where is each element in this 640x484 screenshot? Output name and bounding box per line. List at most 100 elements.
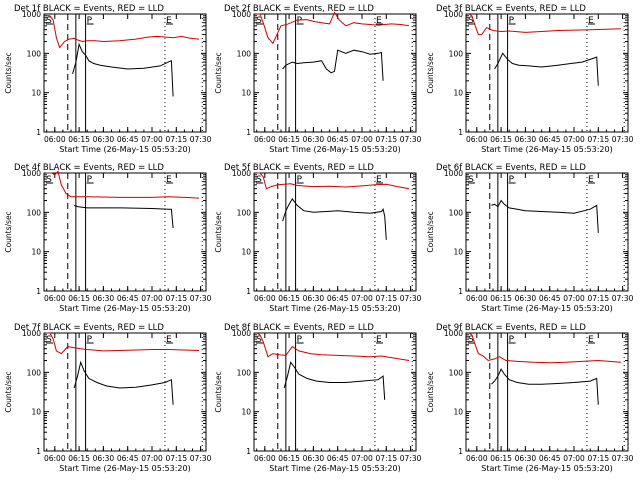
series-events-line <box>282 49 384 81</box>
x-tick-label: 06:00 <box>466 294 488 303</box>
chart-title: Det 7f BLACK = Events, RED = LLD <box>14 323 164 333</box>
y-axis-label: Counts/sec <box>214 52 223 93</box>
x-tick-label: 06:00 <box>44 294 66 303</box>
series-events-line <box>72 42 174 97</box>
series-events-line <box>494 52 599 86</box>
x-tick-label: 06:15 <box>490 454 512 463</box>
time-marker-label: S <box>256 335 262 345</box>
x-tick-label: 07:00 <box>351 454 373 463</box>
y-tick-label: 1000 <box>444 329 463 338</box>
series-lld-line <box>46 170 200 199</box>
series-lld-line <box>256 332 410 361</box>
y-tick-label: 1000 <box>232 10 251 19</box>
series-lld-line <box>468 13 622 36</box>
x-axis-label: Start Time (26-May-15 05:53:20) <box>269 304 400 313</box>
x-tick-label: 06:30 <box>93 454 115 463</box>
time-marker-label: S <box>256 175 262 185</box>
y-tick-label: 10 <box>453 248 463 257</box>
y-tick-label: 100 <box>27 208 42 217</box>
x-tick-label: 06:15 <box>68 135 90 144</box>
chart-panel: Det 2f BLACK = Events, RED = LLD 1 10 100 10… <box>214 4 422 154</box>
time-marker-label: E <box>588 175 594 185</box>
chart-title: Det 3f BLACK = Events, RED = LLD <box>436 4 586 14</box>
x-tick-label: 06:45 <box>539 135 561 144</box>
x-axis-label: Start Time (26-May-15 05:53:20) <box>59 304 190 313</box>
x-tick-label: 07:15 <box>375 454 397 463</box>
x-tick-label: 07:15 <box>165 454 187 463</box>
x-axis-label: Start Time (26-May-15 05:53:20) <box>59 145 190 154</box>
x-tick-label: 06:30 <box>93 294 115 303</box>
x-tick-label: 07:15 <box>587 135 609 144</box>
y-tick-label: 100 <box>27 49 42 58</box>
x-tick-label: 06:30 <box>515 294 537 303</box>
x-tick-label: 06:00 <box>254 294 276 303</box>
y-axis-label: Counts/sec <box>214 211 223 252</box>
y-tick-label: 10 <box>453 408 463 417</box>
x-tick-label: 07:00 <box>141 294 163 303</box>
time-marker-label: P <box>297 175 303 185</box>
x-tick-label: 07:30 <box>400 454 422 463</box>
x-tick-label: 07:30 <box>400 294 422 303</box>
x-axis-label: Start Time (26-May-15 05:53:20) <box>269 145 400 154</box>
y-tick-label: 1 <box>458 287 463 296</box>
x-tick-label: 07:15 <box>375 294 397 303</box>
x-tick-label: 06:30 <box>515 135 537 144</box>
x-tick-label: 06:15 <box>278 135 300 144</box>
x-axis-label: Start Time (26-May-15 05:53:20) <box>59 464 190 473</box>
x-tick-label: 06:00 <box>466 135 488 144</box>
y-tick-label: 100 <box>237 368 252 377</box>
x-tick-label: 07:30 <box>612 294 634 303</box>
y-tick-label: 1 <box>36 128 41 137</box>
x-tick-label: 07:15 <box>165 135 187 144</box>
y-tick-label: 100 <box>449 368 464 377</box>
x-tick-label: 06:30 <box>93 135 115 144</box>
x-tick-label: 07:00 <box>563 454 585 463</box>
time-marker-label: P <box>87 335 93 345</box>
x-tick-label: 06:45 <box>327 454 349 463</box>
x-tick-label: 06:15 <box>68 454 90 463</box>
y-axis-label: Counts/sec <box>426 52 435 93</box>
time-marker-label: S <box>468 16 474 26</box>
chart-title: Det 2f BLACK = Events, RED = LLD <box>224 4 374 14</box>
time-marker-label: S <box>46 16 52 26</box>
time-marker-label: E <box>376 16 382 26</box>
y-axis-label: Counts/sec <box>426 211 435 252</box>
y-tick-label: 100 <box>237 49 252 58</box>
x-tick-label: 07:15 <box>587 294 609 303</box>
time-marker-label: P <box>509 175 515 185</box>
y-tick-label: 1000 <box>22 329 41 338</box>
plot-frame <box>43 172 207 292</box>
x-tick-label: 07:00 <box>351 294 373 303</box>
time-marker-label: P <box>509 335 515 345</box>
y-tick-label: 1000 <box>232 329 251 338</box>
x-tick-label: 07:30 <box>400 135 422 144</box>
y-axis-label: Counts/sec <box>4 371 13 412</box>
y-tick-label: 10 <box>31 89 41 98</box>
x-tick-label: 07:00 <box>563 294 585 303</box>
y-tick-label: 1000 <box>444 169 463 178</box>
x-tick-label: 06:15 <box>490 135 512 144</box>
time-marker-label: E <box>588 16 594 26</box>
y-tick-label: 1000 <box>232 169 251 178</box>
x-tick-label: 06:30 <box>303 294 325 303</box>
y-tick-label: 1 <box>36 447 41 456</box>
plot-frame <box>253 332 417 452</box>
chart-panel: Det 7f BLACK = Events, RED = LLD 1 10 100 10… <box>4 323 212 473</box>
chart-title: Det 9f BLACK = Events, RED = LLD <box>436 323 586 333</box>
chart-title: Det 8f BLACK = Events, RED = LLD <box>224 323 374 333</box>
time-marker-label: S <box>468 175 474 185</box>
x-tick-label: 06:45 <box>539 294 561 303</box>
series-events-line <box>73 360 174 405</box>
plot-frame <box>465 172 629 292</box>
y-tick-label: 1000 <box>22 169 41 178</box>
x-tick-label: 07:15 <box>165 294 187 303</box>
series-events-line <box>74 204 174 229</box>
x-tick-label: 06:00 <box>466 454 488 463</box>
chart-title: Det 6f BLACK = Events, RED = LLD <box>436 163 586 173</box>
x-tick-label: 06:30 <box>303 454 325 463</box>
y-tick-label: 1 <box>246 287 251 296</box>
y-tick-label: 1 <box>246 128 251 137</box>
plot-frame <box>43 332 207 452</box>
time-marker-label: S <box>468 335 474 345</box>
y-tick-label: 100 <box>27 368 42 377</box>
